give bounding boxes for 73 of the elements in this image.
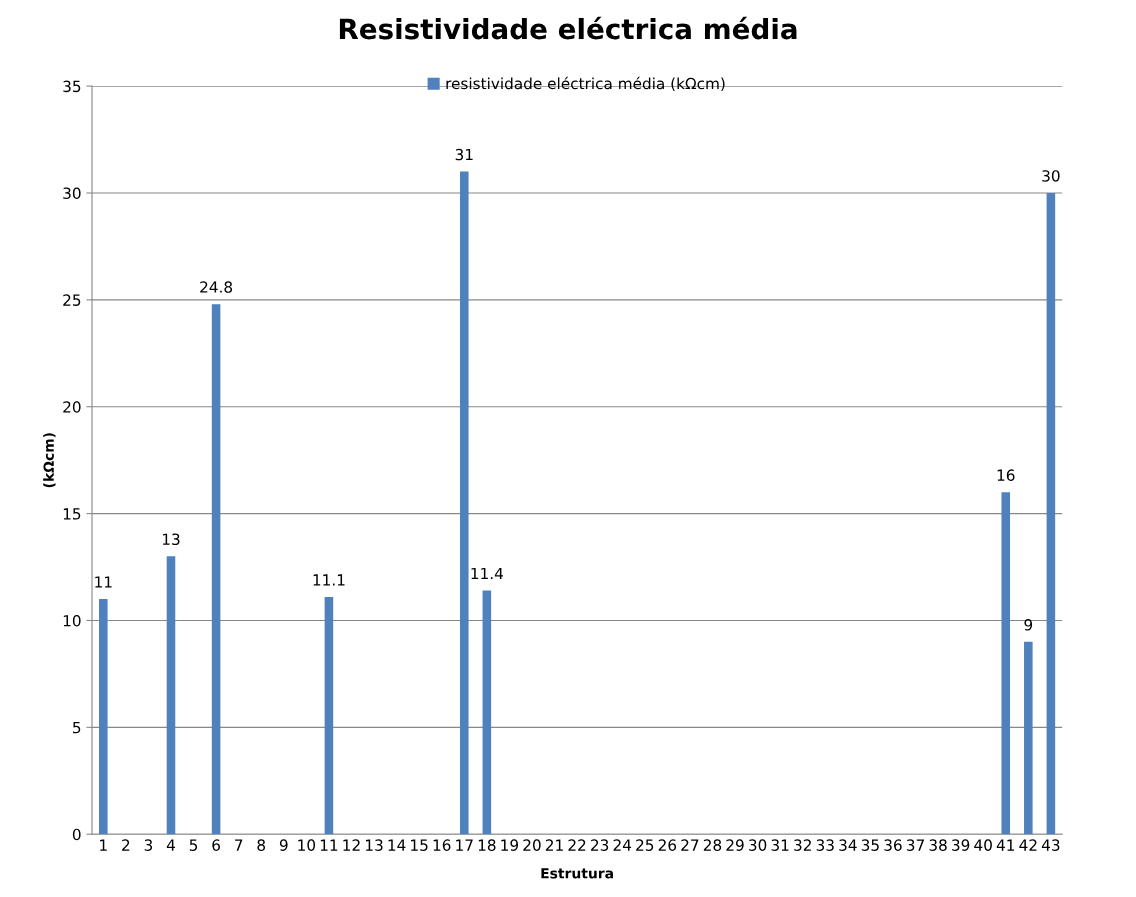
bar <box>482 590 492 835</box>
x-tick-label: 26 <box>658 839 677 851</box>
data-label: 11.1 <box>313 574 345 586</box>
x-tick-label: 11 <box>320 839 338 851</box>
x-tick-label: 39 <box>952 839 970 851</box>
x-tick-label: 37 <box>906 839 924 851</box>
x-tick-label: 43 <box>1041 839 1060 851</box>
bar <box>1001 492 1011 835</box>
x-tick-label: 5 <box>189 839 198 851</box>
x-tick-label: 22 <box>568 839 586 851</box>
x-tick-label: 35 <box>861 839 879 851</box>
bar <box>1046 192 1056 835</box>
x-tick-label: 13 <box>365 839 383 851</box>
x-tick-label: 41 <box>996 839 1015 851</box>
y-tick-label: 25 <box>63 294 81 306</box>
y-tick-label: 0 <box>72 828 81 841</box>
data-label: 16 <box>997 469 1015 481</box>
x-tick-label: 31 <box>771 839 789 851</box>
x-tick-label: 10 <box>298 839 316 851</box>
x-tick-label: 33 <box>816 839 834 851</box>
y-tick-label: 20 <box>63 401 81 413</box>
x-tick-label: 1 <box>100 839 107 851</box>
x-tick-label: 19 <box>501 839 519 851</box>
x-tick-label: 36 <box>884 839 902 851</box>
y-tick-label: 10 <box>63 614 81 627</box>
y-axis-title: (kΩcm) <box>43 433 56 488</box>
data-label: 11.4 <box>471 567 503 580</box>
x-tick-label: 40 <box>974 839 992 851</box>
y-tick-label: 30 <box>63 187 81 199</box>
data-label: 31 <box>455 148 473 161</box>
x-tick-label: 34 <box>839 839 857 851</box>
data-label: 13 <box>162 533 180 546</box>
x-axis-title: Estrutura <box>541 868 613 879</box>
x-tick-label: 12 <box>343 839 360 851</box>
x-tick-label: 8 <box>257 839 266 851</box>
x-tick-label: 17 <box>456 839 473 851</box>
x-tick-label: 2 <box>122 839 130 851</box>
x-tick-label: 30 <box>749 839 767 851</box>
y-tick-label: 15 <box>63 508 81 520</box>
x-tick-label: 3 <box>144 839 153 851</box>
x-tick-label: 42 <box>1019 839 1037 851</box>
legend-label: resistividade eléctrica média (kΩcm) <box>446 76 725 92</box>
x-tick-label: 16 <box>433 839 451 851</box>
data-label: 24.8 <box>200 281 233 293</box>
bar <box>459 171 469 835</box>
data-label: 30 <box>1042 170 1060 182</box>
x-tick-label: 20 <box>523 839 541 851</box>
y-tick-label: 5 <box>73 722 81 734</box>
x-tick-label: 15 <box>411 839 428 851</box>
x-tick-label: 24 <box>613 839 632 851</box>
bar <box>99 599 108 835</box>
x-tick-label: 23 <box>591 839 609 851</box>
x-tick-label: 21 <box>545 839 563 851</box>
bar <box>211 304 221 835</box>
x-tick-label: 9 <box>279 839 288 851</box>
x-tick-label: 14 <box>388 839 406 851</box>
x-tick-label: 7 <box>235 839 243 851</box>
x-tick-label: 29 <box>726 839 744 851</box>
bar <box>324 596 334 835</box>
x-tick-label: 18 <box>478 839 496 851</box>
x-tick-label: 4 <box>166 839 175 851</box>
y-tick-label: 35 <box>63 80 81 93</box>
x-tick-label: 25 <box>636 839 654 851</box>
bar <box>166 556 176 835</box>
x-tick-label: 28 <box>703 839 722 851</box>
x-tick-label: 27 <box>681 839 699 851</box>
data-label: 9 <box>1024 618 1033 631</box>
x-tick-label: 32 <box>794 839 811 851</box>
chart-title: Resistividade eléctrica média <box>339 16 797 40</box>
x-tick-label: 38 <box>929 839 947 851</box>
bar <box>1024 641 1033 835</box>
data-label: 11 <box>95 576 112 588</box>
x-tick-label: 6 <box>212 839 220 851</box>
